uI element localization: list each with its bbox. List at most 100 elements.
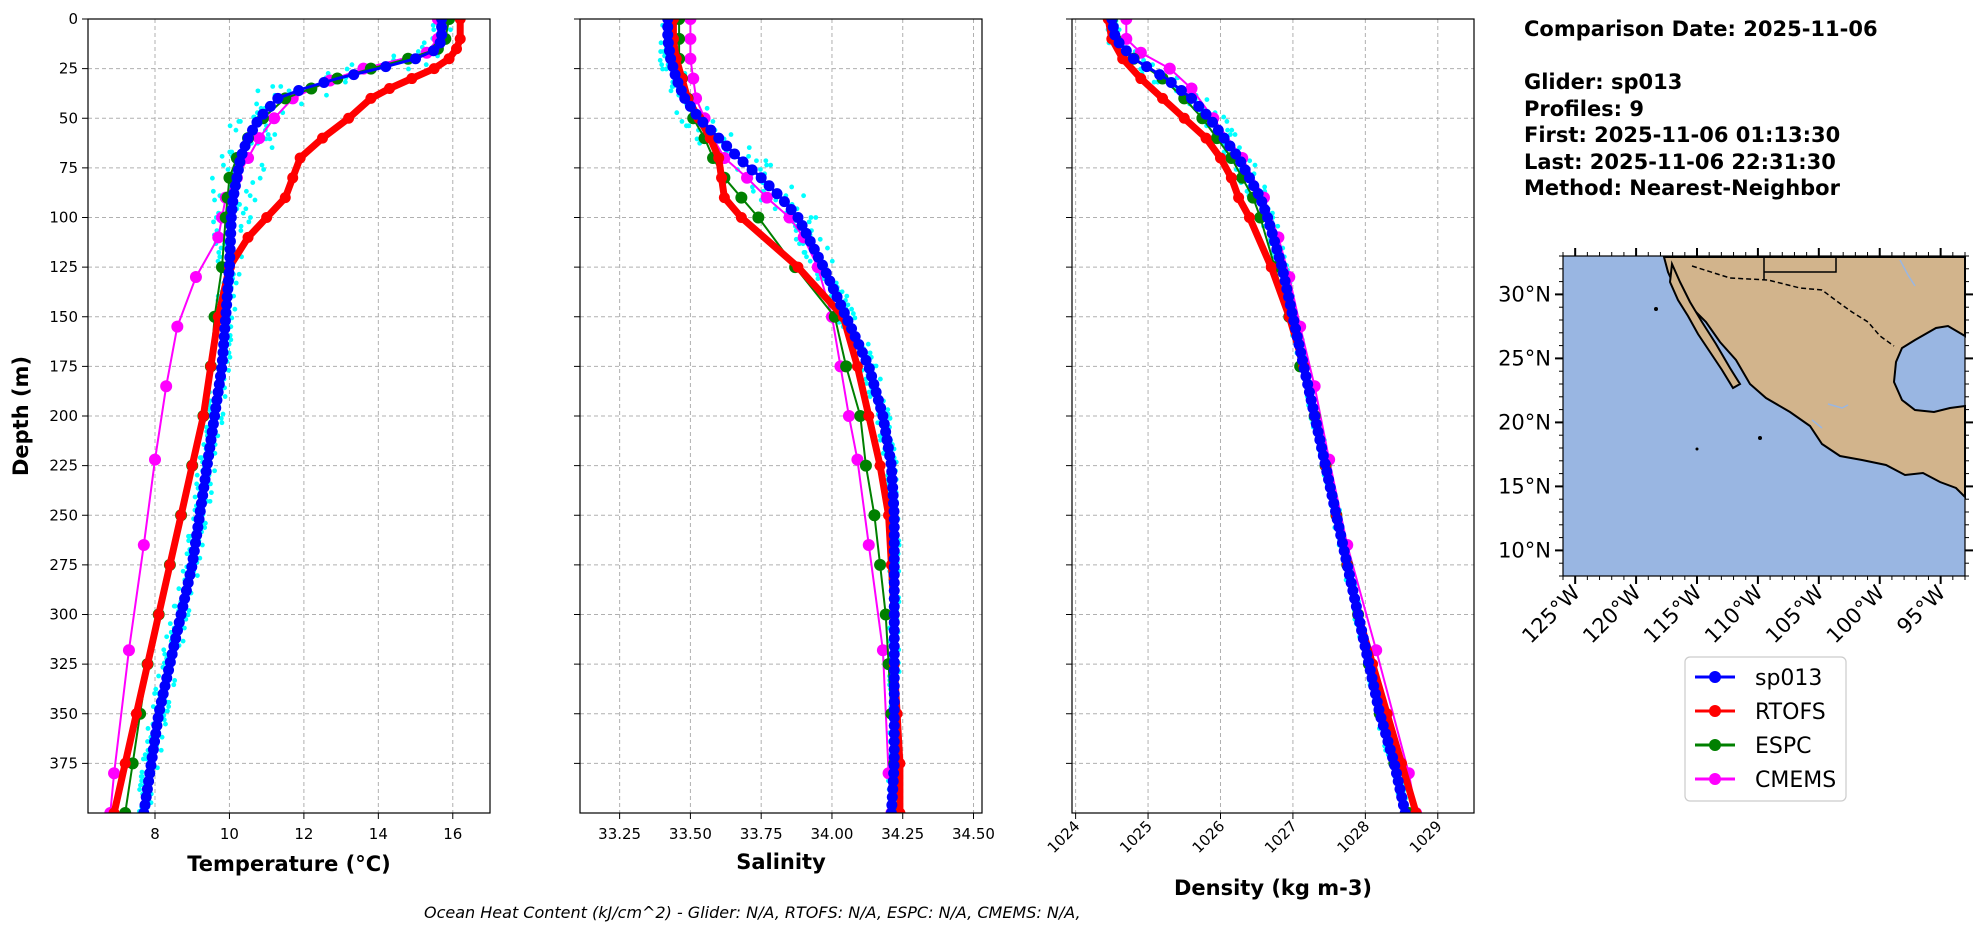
y-tick-label: 375 — [49, 754, 78, 772]
legend-marker — [1709, 671, 1721, 683]
cmems-point — [122, 644, 135, 657]
x-tick-label: 1026 — [1189, 817, 1229, 857]
sp013-point — [264, 100, 276, 112]
sp013-point — [888, 632, 900, 644]
map-island — [1695, 447, 1699, 451]
raw-glider-point — [243, 188, 249, 194]
y-tick-label: 325 — [49, 655, 78, 673]
sp013-point — [1224, 140, 1236, 152]
raw-glider-point — [247, 193, 253, 199]
cmems-point — [189, 271, 202, 284]
raw-glider-point — [657, 57, 663, 63]
density-y-ticks — [1066, 18, 1072, 764]
map-lon-label: 100°W — [1822, 580, 1890, 648]
raw-glider-point — [845, 302, 851, 308]
raw-glider-point — [1221, 114, 1227, 120]
raw-glider-point — [746, 153, 751, 159]
sp013-point — [888, 505, 900, 517]
y-tick-label: 250 — [49, 506, 78, 524]
rtofs-point — [186, 460, 198, 472]
raw-glider-point — [185, 612, 191, 618]
cmems-point — [842, 410, 855, 422]
raw-glider-point — [218, 415, 224, 421]
map-lon-label: 110°W — [1700, 580, 1768, 648]
raw-glider-point — [180, 568, 186, 574]
rtofs-point — [108, 807, 120, 813]
raw-glider-point — [202, 525, 208, 530]
raw-glider-point — [250, 180, 256, 185]
raw-glider-point — [217, 254, 223, 260]
raw-glider-point — [415, 49, 421, 54]
sp013-point — [380, 61, 392, 73]
raw-glider-point — [240, 210, 246, 216]
legend-item-sp013: sp013 — [1695, 666, 1822, 691]
sp013-point — [221, 291, 233, 303]
temperature-panel: 8 10 12 14 16 0 25 50 75 100 125 150 175 200 225 250 27… — [9, 10, 491, 876]
temperature-y-ticks: 0 25 50 75 100 125 150 175 200 225 250 275 300 325 350… — [49, 10, 88, 772]
raw-glider-point — [885, 407, 891, 413]
cmems-point — [171, 320, 184, 333]
salinity-grid — [580, 18, 982, 813]
glider-name: Glider: sp013 — [1524, 70, 1682, 94]
sp013-point — [763, 180, 775, 192]
raw-glider-point — [210, 188, 216, 194]
y-tick-label: 0 — [68, 10, 78, 28]
rtofs-point — [1225, 172, 1237, 184]
sp013-point — [887, 783, 899, 795]
sp013-point — [888, 648, 900, 660]
raw-glider-point — [267, 136, 273, 142]
salinity-plot-frame — [579, 18, 983, 814]
raw-glider-point — [212, 468, 218, 474]
cmems-point — [687, 72, 700, 85]
raw-glider-point — [668, 88, 674, 94]
density-series — [1102, 19, 1423, 813]
rtofs-point — [287, 172, 299, 184]
cmems-point — [1120, 19, 1133, 25]
sp013-point — [222, 283, 234, 295]
x-tick-label: 8 — [150, 825, 160, 843]
sp013-point — [1165, 77, 1177, 89]
raw-glider-point — [270, 84, 276, 89]
sp013-point — [222, 275, 234, 287]
sp013-point — [223, 267, 235, 279]
sp013-point — [224, 259, 236, 271]
map-land-baja — [1668, 260, 1742, 390]
sp013-point — [887, 489, 899, 501]
raw-glider-point — [804, 254, 809, 260]
sp013-point — [886, 791, 898, 803]
x-tick-label: 1027 — [1261, 817, 1301, 857]
raw-glider-point — [145, 726, 151, 731]
raw-glider-point — [867, 350, 873, 356]
density-grid — [1072, 18, 1474, 813]
raw-glider-point — [299, 101, 304, 107]
legend-label: ESPC — [1755, 734, 1812, 759]
sp013-point — [225, 227, 237, 239]
map-island — [1654, 307, 1658, 311]
raw-glider-point — [236, 271, 242, 277]
cmems-point — [760, 191, 773, 204]
map-border-dashed — [1691, 265, 1895, 347]
rtofs-point — [317, 132, 328, 144]
sp013-point — [348, 69, 360, 81]
sp013-point — [888, 601, 900, 613]
sp013-point — [697, 116, 709, 128]
cmems-point — [108, 767, 121, 780]
profile-count: Profiles: 9 — [1524, 97, 1644, 121]
raw-glider-point — [660, 66, 665, 72]
salinity-y-ticks — [574, 18, 580, 764]
info-block: Comparison Date: 2025-11-06 Glider: sp01… — [1524, 17, 1878, 200]
raw-glider-point — [431, 27, 437, 33]
x-tick-label: 12 — [294, 825, 313, 843]
espc-point — [874, 558, 887, 571]
map-lon-label: 120°W — [1578, 580, 1646, 648]
cmems-point — [851, 453, 864, 466]
temperature-x-ticks: 8 10 12 14 16 — [150, 813, 462, 843]
raw-glider-point — [233, 280, 239, 286]
raw-glider-point — [813, 215, 819, 220]
raw-glider-point — [754, 158, 759, 164]
depth-ylabel: Depth (m) — [9, 356, 33, 476]
sp013-point — [888, 569, 900, 581]
rtofs-point — [343, 112, 355, 124]
raw-glider-point — [142, 752, 148, 758]
sp013-point — [220, 307, 232, 319]
